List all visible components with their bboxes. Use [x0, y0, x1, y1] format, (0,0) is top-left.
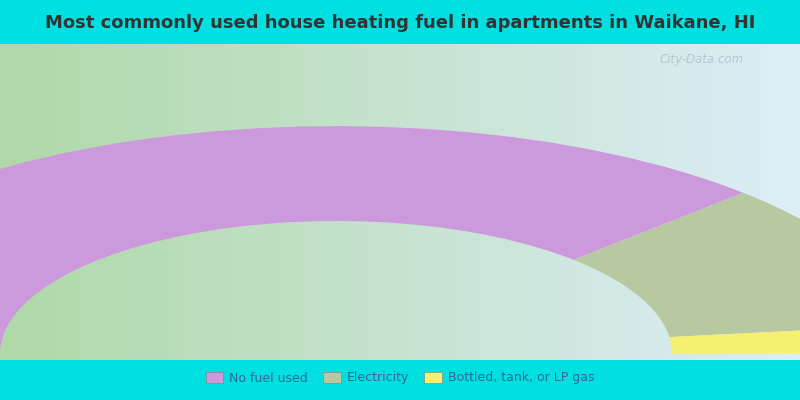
Text: City-Data.com: City-Data.com [660, 54, 744, 66]
Legend: No fuel used, Electricity, Bottled, tank, or LP gas: No fuel used, Electricity, Bottled, tank… [201, 366, 599, 390]
Wedge shape [0, 126, 743, 354]
Wedge shape [670, 325, 800, 354]
Text: Most commonly used house heating fuel in apartments in Waikane, HI: Most commonly used house heating fuel in… [45, 14, 755, 32]
Wedge shape [574, 193, 800, 337]
